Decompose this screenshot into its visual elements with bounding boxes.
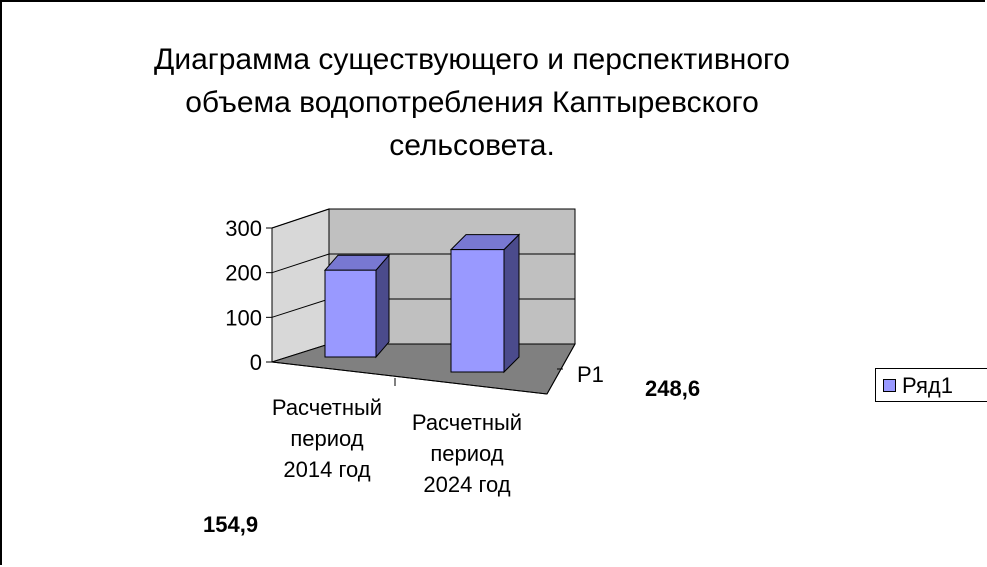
x-tick-label: период — [290, 426, 363, 451]
y-tick-label: 300 — [225, 216, 262, 241]
data-label: 248,6 — [645, 376, 700, 401]
bar-side — [375, 253, 390, 359]
bar — [324, 269, 377, 358]
side-wall — [271, 208, 330, 363]
bar — [450, 249, 505, 373]
floor — [271, 343, 576, 395]
x-tick-label: 2014 год — [283, 457, 370, 482]
y-tick-label: 100 — [225, 305, 262, 330]
x-tick-label: период — [430, 441, 503, 466]
x-tick-label: Расчетный — [412, 410, 522, 435]
series-axis-label: Р1 — [577, 362, 604, 387]
gridline — [271, 208, 575, 229]
legend-swatch — [883, 379, 896, 392]
x-tick-label: 2024 год — [423, 472, 510, 497]
y-tick-label: 200 — [225, 261, 262, 286]
chart-title: Диаграмма существующего и перспективного… — [154, 43, 790, 162]
bar-side — [503, 233, 520, 374]
y-tick-label: 0 — [250, 350, 262, 375]
data-label: 154,9 — [203, 512, 258, 537]
x-axis — [271, 361, 548, 395]
legend: Ряд1 — [875, 368, 987, 402]
legend-label: Ряд1 — [902, 373, 953, 398]
x-tick-label: Расчетный — [272, 395, 382, 420]
